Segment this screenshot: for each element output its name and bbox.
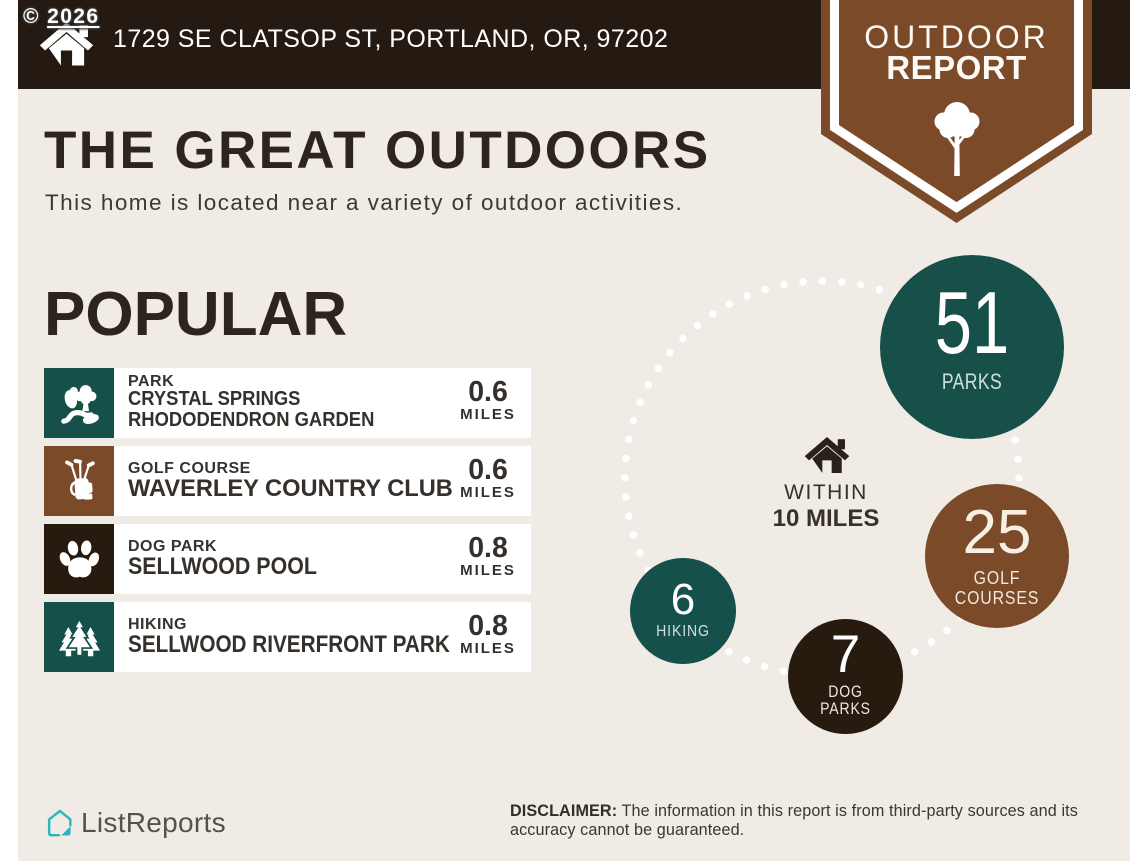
disclaimer-body: The information in this report is from t…	[510, 802, 1078, 839]
stat-label: DOG PARKS	[797, 684, 895, 718]
copyright-watermark: © 2026	[23, 5, 99, 29]
distance-unit: MILES	[460, 562, 516, 579]
popular-list: PARK CRYSTAL SPRINGS RHODODENDRON GARDEN…	[44, 368, 531, 680]
home-icon-center	[804, 437, 850, 473]
golf-bag-icon	[65, 459, 95, 500]
stat-label: GOLF COURSES	[934, 568, 1061, 609]
tree-icon	[934, 102, 979, 176]
home-icon	[39, 22, 94, 66]
stat-bubble-hiking: 6 HIKING	[630, 558, 736, 664]
park-icon-tile	[44, 368, 114, 438]
hiking-icon-tile	[44, 602, 114, 672]
property-address: 1729 SE CLATSOP ST, PORTLAND, OR, 97202	[113, 25, 669, 53]
distance-unit: MILES	[460, 484, 516, 501]
stat-label-line: PARKS	[820, 699, 871, 718]
popular-section-heading: POPULAR	[44, 280, 348, 349]
copyright-year: 2026	[47, 5, 100, 28]
place-info: GOLF COURSE WAVERLEY COUNTRY CLUB	[114, 446, 453, 516]
place-category: DOG PARK	[128, 537, 218, 555]
distance-value: 0.8	[468, 609, 508, 642]
place-category: GOLF COURSE	[128, 459, 251, 477]
stat-bubble-golf-courses: 25 GOLF COURSES	[925, 484, 1069, 628]
stat-value: 7	[830, 625, 861, 684]
disclaimer-label: DISCLAIMER:	[510, 802, 618, 820]
list-item-park: PARK CRYSTAL SPRINGS RHODODENDRON GARDEN…	[44, 368, 531, 438]
radius-label-line2: 10 MILES	[772, 505, 880, 532]
list-item-golf-course: GOLF COURSE WAVERLEY COUNTRY CLUB 0.6 MI…	[44, 446, 531, 516]
radius-label-line1: WITHIN	[784, 481, 868, 504]
outdoor-report-ribbon: OUTDOOR REPORT	[821, 0, 1092, 232]
golf-icon-tile	[44, 446, 114, 516]
stat-label-line: GOLF	[973, 568, 1021, 588]
dog-park-icon-tile	[44, 524, 114, 594]
paw-icon	[59, 540, 100, 578]
place-name-line: RHODODENDRON GARDEN	[128, 409, 375, 431]
place-name-line: SELLWOOD RIVERFRONT PARK	[128, 630, 450, 658]
pine-trees-icon	[59, 617, 101, 657]
stat-value: 6	[670, 575, 696, 624]
listreports-logo-icon	[47, 809, 72, 837]
distance-unit: MILES	[460, 640, 516, 657]
stat-label: PARKS	[941, 369, 1003, 394]
place-distance: 0.6 MILES	[445, 368, 531, 438]
list-item-hiking: HIKING SELLWOOD RIVERFRONT PARK 0.8 MILE…	[44, 602, 531, 672]
distance-value: 0.6	[468, 375, 508, 408]
place-name-line: WAVERLEY COUNTRY CLUB	[128, 474, 453, 502]
place-distance: 0.6 MILES	[445, 446, 531, 516]
place-name-line: CRYSTAL SPRINGS	[128, 388, 301, 411]
place-category: PARK	[128, 373, 175, 391]
page-subtitle: This home is located near a variety of o…	[45, 190, 684, 215]
stat-label-line: COURSES	[954, 588, 1040, 609]
ribbon-title-line1: OUTDOOR	[864, 19, 1049, 55]
stat-bubble-dog-parks: 7 DOG PARKS	[788, 619, 903, 734]
place-info: HIKING SELLWOOD RIVERFRONT PARK	[114, 602, 450, 672]
copyright-symbol: ©	[23, 5, 40, 28]
place-name-line: SELLWOOD POOL	[128, 552, 317, 580]
disclaimer-text: DISCLAIMER: The information in this repo…	[510, 802, 1110, 839]
stat-value: 25	[962, 498, 1032, 567]
stat-label: HIKING	[656, 623, 710, 640]
place-distance: 0.8 MILES	[445, 524, 531, 594]
distance-value: 0.8	[468, 531, 508, 564]
place-category: HIKING	[128, 615, 187, 633]
place-info: PARK CRYSTAL SPRINGS RHODODENDRON GARDEN	[114, 368, 445, 438]
stat-label-line: DOG	[828, 683, 863, 701]
listreports-brand-name: ListReports	[81, 807, 226, 838]
place-distance: 0.8 MILES	[445, 602, 531, 672]
stat-bubble-parks: 51 PARKS	[880, 255, 1064, 439]
distance-unit: MILES	[460, 406, 516, 423]
list-item-dog-park: DOG PARK SELLWOOD POOL 0.8 MILES	[44, 524, 531, 594]
place-info: DOG PARK SELLWOOD POOL	[114, 524, 445, 594]
stat-value: 51	[934, 273, 1010, 372]
distance-value: 0.6	[468, 453, 508, 486]
ribbon-title-line2: REPORT	[886, 49, 1027, 86]
park-icon	[61, 385, 99, 424]
page-title: THE GREAT OUTDOORS	[44, 121, 711, 180]
